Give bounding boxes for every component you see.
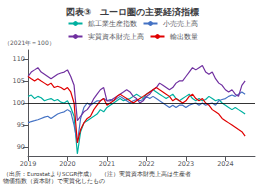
svg-text:（出所：EurostatよりSCGR作成） （注）実質資本財: （出所：EurostatよりSCGR作成） （注）実質資本財売上高は生産者 <box>3 170 191 178</box>
svg-text:図表③ ユーロ圏の主要経済指標: 図表③ ユーロ圏の主要経済指標 <box>66 7 200 17</box>
svg-text:（2021年＝100）: （2021年＝100） <box>4 39 55 47</box>
svg-text:95: 95 <box>17 121 25 129</box>
svg-text:90: 90 <box>17 143 25 151</box>
svg-text:2020: 2020 <box>59 160 76 168</box>
svg-text:2024: 2024 <box>217 160 234 168</box>
svg-text:鉱工業生産指数: 鉱工業生産指数 <box>88 20 137 28</box>
svg-text:2022: 2022 <box>138 160 155 168</box>
svg-text:物価指数（資本財）で実質化したもの: 物価指数（資本財）で実質化したもの <box>3 177 105 185</box>
svg-text:輸出数量: 輸出数量 <box>170 33 198 41</box>
svg-text:110: 110 <box>13 55 25 63</box>
svg-text:100: 100 <box>13 99 25 107</box>
svg-text:実質資本財売上高: 実質資本財売上高 <box>88 33 144 41</box>
svg-text:小売売上高: 小売売上高 <box>163 20 198 28</box>
svg-text:2019: 2019 <box>20 160 37 168</box>
svg-text:2023: 2023 <box>178 160 195 168</box>
svg-text:2021: 2021 <box>99 160 116 168</box>
svg-text:105: 105 <box>13 77 25 85</box>
